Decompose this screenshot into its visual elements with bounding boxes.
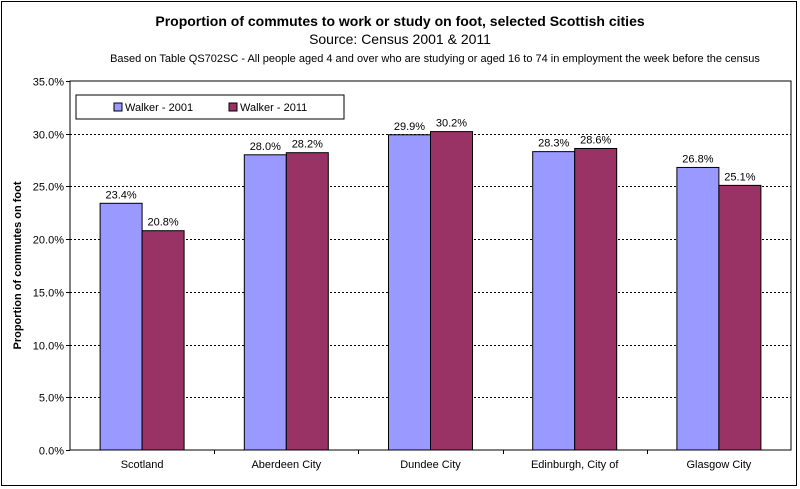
- legend-swatch: [228, 102, 238, 112]
- bar: [388, 134, 431, 451]
- data-label: 25.1%: [724, 171, 755, 183]
- bar: [99, 202, 143, 451]
- y-tick-label: 30.0%: [33, 130, 64, 142]
- bar: [532, 151, 576, 451]
- y-tick-label: 0.0%: [39, 446, 64, 458]
- bar: [574, 147, 618, 451]
- x-tick-label: Dundee City: [400, 459, 461, 471]
- data-label: 28.6%: [580, 134, 611, 146]
- bar: [243, 154, 287, 451]
- bar: [676, 166, 720, 451]
- chart-note: Based on Table QS702SC - All people aged…: [110, 53, 760, 65]
- y-tick-label: 35.0%: [33, 77, 64, 89]
- y-tick-label: 10.0%: [33, 341, 64, 353]
- data-label: 26.8%: [682, 153, 713, 165]
- x-tick-label: Scotland: [121, 459, 164, 471]
- data-label: 28.3%: [538, 138, 569, 150]
- y-tick-label: 5.0%: [39, 393, 64, 405]
- legend-swatch: [113, 102, 123, 112]
- y-tick-label: 20.0%: [33, 235, 64, 247]
- data-label: 29.9%: [394, 121, 425, 133]
- data-label: 20.8%: [147, 217, 178, 229]
- legend-label: Walker - 2001: [125, 102, 193, 114]
- data-label: 30.2%: [436, 118, 467, 130]
- data-label: 28.0%: [250, 141, 281, 153]
- y-tick-label: 25.0%: [33, 182, 64, 194]
- data-label: 23.4%: [105, 189, 136, 201]
- bar: [285, 152, 329, 451]
- y-tick-label: 15.0%: [33, 288, 64, 300]
- bar: [430, 131, 473, 451]
- x-tick-label: Edinburgh, City of: [531, 459, 619, 471]
- data-label: 28.2%: [292, 139, 323, 151]
- bar: [141, 230, 185, 451]
- x-tick-label: Aberdeen City: [251, 459, 321, 471]
- legend-label: Walker - 2011: [240, 102, 307, 114]
- x-tick-label: Glasgow City: [687, 459, 752, 471]
- y-axis-label: Proportion of commutes on foot: [12, 181, 24, 349]
- chart-subtitle: Source: Census 2001 & 2011: [309, 31, 491, 47]
- chart-title: Proportion of commutes to work or study …: [155, 13, 645, 29]
- bar: [718, 184, 762, 451]
